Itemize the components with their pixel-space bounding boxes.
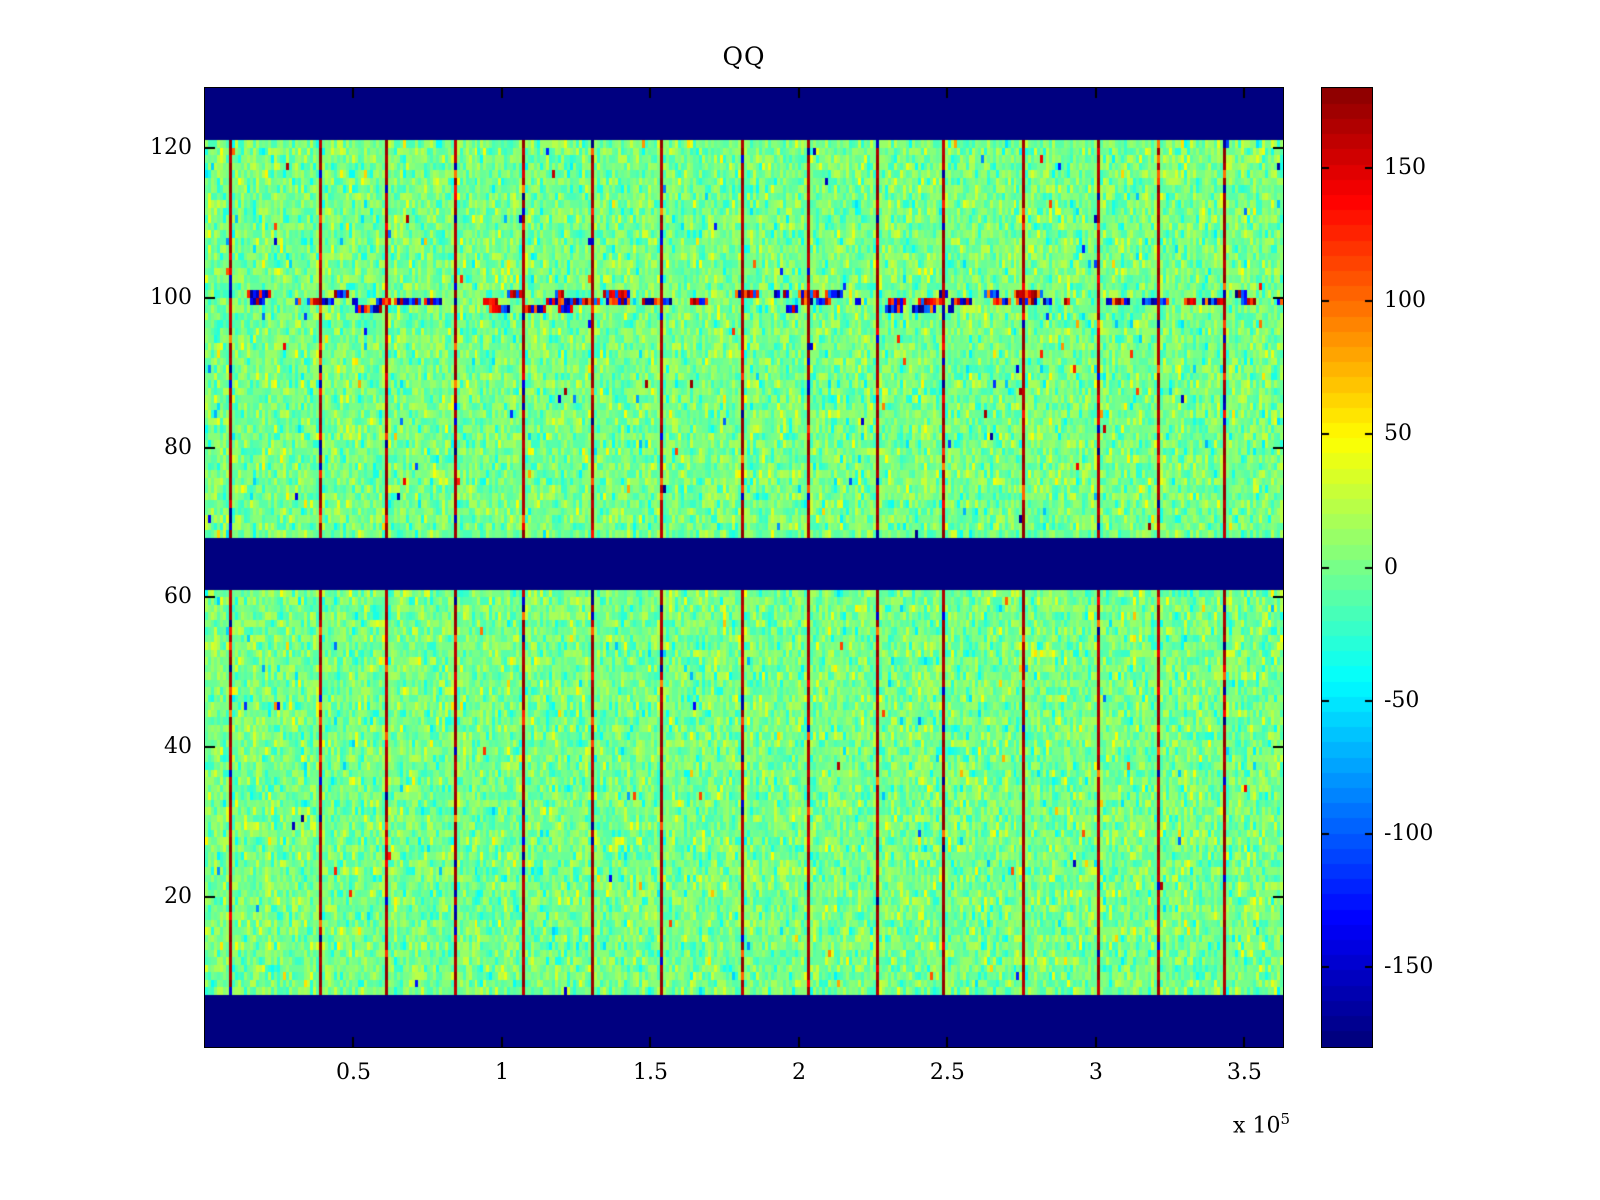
x-tick-label: 2.5 — [929, 1060, 965, 1085]
x-axis-exponent-label: x 105 — [1120, 1110, 1290, 1138]
y-tick-label: 20 — [164, 884, 192, 910]
x-tick-label: 3 — [1088, 1060, 1103, 1085]
x-tick-label: 2 — [791, 1060, 806, 1085]
exponent-base: x 10 — [1233, 1113, 1281, 1139]
colorbar-tick-label: 100 — [1384, 288, 1426, 314]
exponent-power: 5 — [1280, 1110, 1290, 1128]
colorbar-tick-label: 150 — [1384, 154, 1426, 180]
x-tick-label: 3.5 — [1226, 1060, 1262, 1085]
colorbar-tick-label: 0 — [1384, 554, 1398, 580]
colorbar-tick-label: -50 — [1384, 687, 1420, 713]
colorbar-tick-label: 50 — [1384, 421, 1412, 447]
x-tick-label: 1 — [494, 1060, 509, 1085]
x-tick-label: 1.5 — [632, 1060, 668, 1085]
y-tick-label: 100 — [150, 284, 192, 310]
colorbar-tick-label: -100 — [1384, 820, 1434, 846]
heatmap-canvas — [205, 88, 1283, 1047]
y-tick-label: 40 — [164, 734, 192, 760]
y-tick-label: 60 — [164, 584, 192, 610]
chart-title: QQ — [722, 42, 766, 71]
colorbar-tick-label: -150 — [1384, 954, 1434, 980]
colorbar-canvas — [1322, 88, 1372, 1047]
y-tick-label: 120 — [150, 134, 192, 160]
y-tick-label: 80 — [164, 434, 192, 460]
x-tick-label: 0.5 — [335, 1060, 371, 1085]
